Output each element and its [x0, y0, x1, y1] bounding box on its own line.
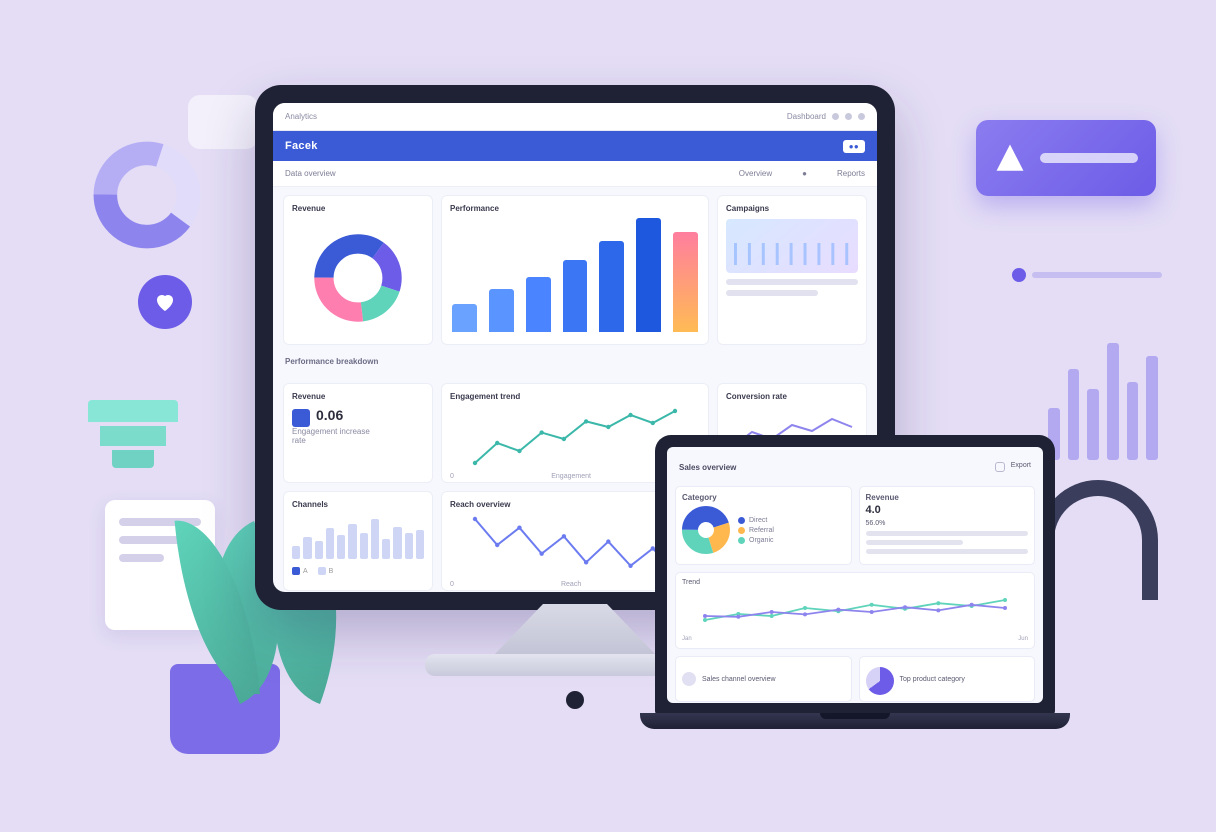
browser-tab-label: Analytics: [285, 112, 317, 121]
trend-line-card: Trend JanJun: [675, 572, 1035, 649]
window-dot-icon: [845, 113, 852, 120]
stat-value: 4.0: [866, 504, 1029, 516]
bg-donut-left: [92, 140, 202, 250]
campaigns-card: Campaigns: [717, 195, 867, 345]
card-title: Revenue: [292, 204, 424, 213]
main-bar-chart: [452, 218, 698, 332]
card-title: Conversion rate: [726, 392, 858, 401]
bg-card-shape: [188, 95, 258, 149]
axis-label: 0: [450, 581, 454, 588]
thumbnail-chart: [726, 219, 858, 273]
laptop: Sales overview Export Category DirectRef…: [640, 435, 1070, 765]
main-bar-chart-card: Performance: [441, 195, 709, 345]
card-title: Channels: [292, 500, 424, 509]
app-header: Facek ●●: [273, 131, 877, 161]
card-title: Revenue: [866, 493, 1029, 502]
browser-right-label: Dashboard: [787, 112, 826, 121]
pie-chart: [866, 667, 894, 695]
card-title: Category: [682, 493, 845, 502]
window-dot-icon: [832, 113, 839, 120]
stat-sub: 56.0%: [866, 520, 1029, 527]
export-icon[interactable]: [995, 462, 1005, 472]
axis-label: Reach: [561, 581, 581, 588]
axis-label: 0: [450, 473, 454, 480]
brand-label: Facek: [285, 140, 318, 152]
alert-bar: [1040, 153, 1138, 163]
nav-item[interactable]: Overview: [739, 169, 772, 178]
sales-channel-card: Sales channel overview: [675, 656, 852, 702]
nav-item[interactable]: Data overview: [285, 169, 336, 178]
category-pie-card: Category DirectReferralOrganic: [675, 486, 852, 565]
revenue-stats-card: Revenue 4.0 56.0%: [859, 486, 1036, 565]
metric-sub: rate: [292, 436, 424, 445]
heart-badge-icon: [138, 275, 192, 329]
warning-icon: [994, 142, 1026, 174]
nav-item[interactable]: Reports: [837, 169, 865, 178]
section-label: Performance breakdown: [283, 353, 867, 375]
pie-chart: [682, 506, 730, 554]
card-title: Performance: [450, 204, 700, 213]
laptop-title: Sales overview: [679, 463, 736, 472]
window-dot-icon: [858, 113, 865, 120]
metric-sub: Engagement increase: [292, 427, 424, 436]
card-title: Revenue: [292, 392, 424, 401]
laptop-header: Sales overview Export: [675, 455, 1035, 479]
metric-icon: [292, 409, 310, 427]
browser-chrome: Analytics Dashboard: [273, 103, 877, 131]
card-title: Engagement trend: [450, 392, 700, 401]
alert-tooltip: [976, 120, 1156, 196]
metric-value: 0.06: [316, 407, 343, 423]
nav-item[interactable]: ●: [802, 169, 807, 178]
channel-icon: [682, 672, 696, 686]
funnel-icon: [88, 400, 178, 480]
legend-label: B: [329, 568, 334, 575]
header-badge[interactable]: ●●: [843, 140, 865, 153]
legend-label: A: [303, 568, 308, 575]
top-product-card: Top product category: [859, 656, 1036, 702]
axis-label: Engagement: [551, 473, 591, 480]
line-chart: [682, 586, 1028, 630]
donut-chart: [313, 233, 403, 323]
home-button-icon: [566, 691, 584, 709]
donut-icon: [92, 140, 202, 250]
metric-card: Revenue 0.06 Engagement increase rate: [283, 383, 433, 483]
mini-bar-chart: [292, 515, 424, 559]
card-title: Campaigns: [726, 204, 858, 213]
channels-card: Channels A B: [283, 491, 433, 591]
slider-decor: [1012, 268, 1162, 282]
card-label: Top product category: [900, 676, 965, 683]
donut-chart-card: Revenue: [283, 195, 433, 345]
card-label: Sales channel overview: [702, 676, 776, 683]
nav-row: Data overview Overview ● Reports: [273, 161, 877, 187]
header-right-label: Export: [1011, 462, 1031, 472]
card-title: Trend: [682, 579, 1028, 586]
